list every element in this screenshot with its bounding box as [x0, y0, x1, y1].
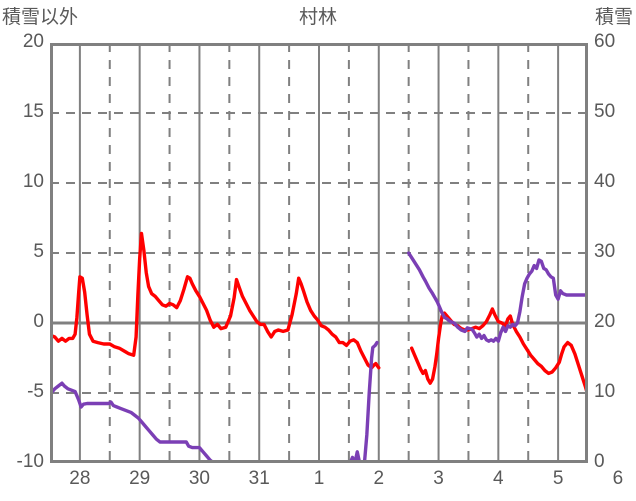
plot-svg [50, 43, 588, 463]
chart-title: 村林 [298, 7, 337, 28]
plot-border [50, 43, 588, 463]
left-tick-10: 10 [22, 171, 44, 192]
left-tick--5: -5 [27, 381, 44, 402]
x-tick-1: 1 [313, 468, 325, 489]
x-tick-4: 4 [493, 468, 504, 489]
x-tick-28: 28 [69, 468, 91, 489]
right-axis-title: 積雪 [594, 7, 633, 28]
x-tick-31: 31 [248, 468, 270, 489]
plot-area [50, 43, 588, 463]
series-lines [50, 231, 588, 463]
x-tick-5: 5 [552, 468, 564, 489]
right-tick-0: 0 [594, 451, 605, 472]
right-tick-60: 60 [594, 31, 616, 52]
x-tick-29: 29 [129, 468, 151, 489]
right-tick-30: 30 [594, 241, 616, 262]
x-tick-2: 2 [373, 468, 385, 489]
right-tick-50: 50 [594, 101, 616, 122]
left-tick-5: 5 [33, 241, 44, 262]
series-line-red [50, 231, 588, 398]
left-axis-title: 積雪以外 [2, 7, 79, 28]
left-tick-15: 15 [22, 101, 44, 122]
x-tick-3: 3 [433, 468, 444, 489]
right-tick-10: 10 [594, 381, 616, 402]
gridlines [50, 43, 588, 463]
x-tick-6: 6 [612, 468, 624, 489]
left-tick-20: 20 [22, 31, 44, 52]
right-tick-20: 20 [594, 311, 616, 332]
x-tick-30: 30 [188, 468, 210, 489]
left-tick-0: 0 [33, 311, 44, 332]
right-tick-40: 40 [594, 171, 616, 192]
left-tick--10: -10 [16, 451, 44, 472]
